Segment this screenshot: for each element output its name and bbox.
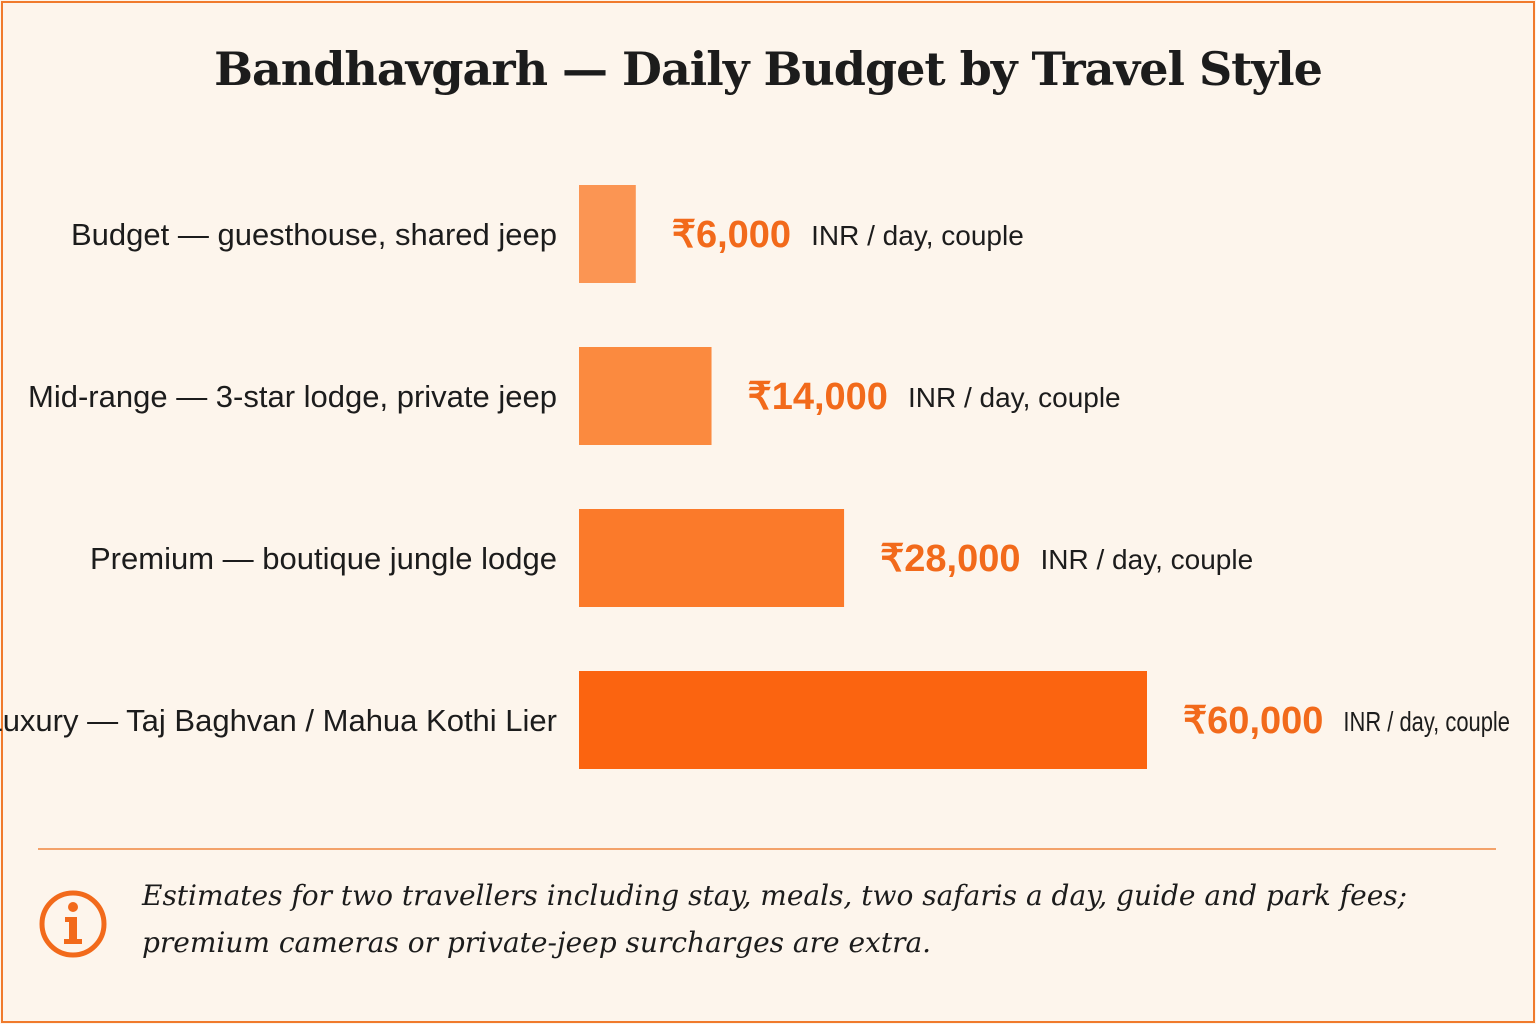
unit-label: INR / day, couple: [811, 220, 1024, 251]
category-label: Budget — guesthouse, shared jeep: [71, 217, 557, 252]
chart-title: Bandhavgarh — Daily Budget by Travel Sty…: [214, 42, 1323, 96]
footnote-line-1: Estimates for two travellers including s…: [142, 879, 1408, 912]
unit-label: INR / day, couple: [1343, 706, 1510, 737]
footnote-line-2: premium cameras or private-jeep surcharg…: [142, 926, 932, 959]
bar: [579, 509, 845, 607]
value-label: ₹60,000: [1183, 700, 1323, 742]
unit-label: INR / day, couple: [1040, 544, 1253, 575]
category-label: Mid-range — 3-star lodge, private jeep: [28, 379, 557, 414]
bar: [579, 671, 1147, 769]
category-label: Luxury — Taj Baghvan / Mahua Kothi Lier: [0, 703, 557, 738]
divider: [38, 848, 1496, 850]
value-label: ₹6,000: [672, 214, 791, 256]
info-icon: [39, 882, 107, 962]
category-label: Premium — boutique jungle lodge: [90, 541, 557, 576]
bar: [579, 185, 636, 283]
unit-label: INR / day, couple: [908, 382, 1121, 413]
footnote: Estimates for two travellers including s…: [142, 872, 1482, 966]
value-label: ₹14,000: [748, 376, 888, 418]
value-label: ₹28,000: [880, 538, 1020, 580]
bar: [579, 347, 712, 445]
